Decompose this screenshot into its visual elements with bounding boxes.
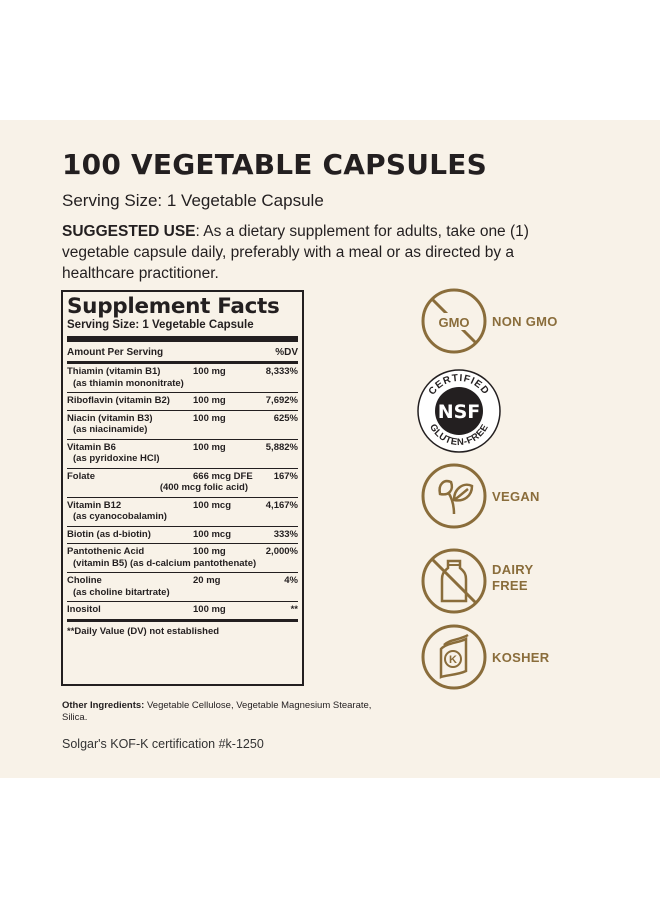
nutrient-source: (as niacinamide) <box>73 424 148 435</box>
nsf-center-text: NSF <box>438 401 481 423</box>
nutrient-source: (as cyanocobalamin) <box>73 511 167 522</box>
nutrient-amount: 100 mcg <box>193 528 232 540</box>
nutrient-name: Vitamin B12 <box>67 499 122 511</box>
facts-row: Choline 20 mg 4% (as choline bitartrate) <box>67 573 298 602</box>
facts-header-row: Amount Per Serving %DV <box>67 342 298 364</box>
nutrient-dv: 167% <box>273 470 298 482</box>
nutrient-source: (as pyridoxine HCl) <box>73 453 160 464</box>
non-gmo-label: NON GMO <box>492 314 558 329</box>
kosher-icon: K <box>418 621 490 698</box>
facts-row: Pantothenic Acid 100 mg 2,000% (vitamin B5)… <box>67 544 298 573</box>
other-ingredients: Other Ingredients: Vegetable Cellulose, … <box>62 700 372 724</box>
nutrient-amount: 666 mcg DFE <box>193 470 253 482</box>
nutrient-dv: 4,167% <box>265 499 298 511</box>
non-gmo-icon: GMO <box>418 285 490 362</box>
dairy-free-label-line1: DAIRY <box>492 562 534 577</box>
facts-row: Niacin (vitamin B3) 100 mg 625% (as niacina… <box>67 411 298 440</box>
nutrient-dv: 5,882% <box>265 441 298 453</box>
nutrient-amount: 100 mg <box>193 395 226 406</box>
suggested-use-text: : As a dietary supplement for adults, ta… <box>62 223 529 282</box>
nutrient-amount: 20 mg <box>193 575 221 586</box>
kosher-label: KOSHER <box>492 650 550 665</box>
dairy-free-label-line2: FREE <box>492 578 528 593</box>
other-ingredients-text: Vegetable Cellulose, Vegetable Magnesium… <box>62 700 372 723</box>
nutrient-name: Choline <box>67 575 102 586</box>
suggested-use: SUGGESTED USE: As a dietary supplement f… <box>62 221 562 284</box>
vegan-leaf-icon <box>418 460 490 537</box>
nutrient-name: Niacin (vitamin B3) <box>67 412 153 424</box>
nutrient-dv: ** <box>290 604 298 615</box>
supplement-facts-panel: Supplement Facts Serving Size: 1 Vegetab… <box>61 290 304 686</box>
facts-row: Folate 666 mcg DFE 167% (400 mcg folic acid… <box>67 469 298 498</box>
nutrient-amount: 100 mg <box>193 604 226 615</box>
amount-header: Amount Per Serving <box>67 347 164 358</box>
facts-heading: Supplement Facts <box>67 294 280 319</box>
nutrient-name: Folate <box>67 470 95 482</box>
nutrient-dv: 2,000% <box>265 546 298 557</box>
dairy-free-label: DAIRY FREE <box>492 562 533 594</box>
facts-row: Riboflavin (vitamin B2) 100 mg 7,692% <box>67 393 298 411</box>
nutrient-source: (as choline bitartrate) <box>73 586 170 598</box>
nutrient-name: Riboflavin (vitamin B2) <box>67 395 170 406</box>
gmo-icon-text: GMO <box>438 315 469 330</box>
facts-row: Inositol 100 mg ** <box>67 602 298 622</box>
other-ingredients-label: Other Ingredients: <box>62 700 145 711</box>
nutrient-dv: 4% <box>284 575 298 586</box>
nutrient-amount: 100 mg <box>193 412 226 424</box>
nutrient-name: Thiamin (vitamin B1) <box>67 366 161 377</box>
facts-row: Biotin (as d-biotin) 100 mcg 333% <box>67 527 298 544</box>
facts-rows: Thiamin (vitamin B1) 100 mg 8,333% (as thia… <box>67 364 298 622</box>
nutrient-name: Vitamin B6 <box>67 441 116 453</box>
nutrient-source: (400 mcg folic acid) <box>159 482 248 493</box>
nutrient-name: Inositol <box>67 604 101 615</box>
certification-note: Solgar's KOF-K certification #k-1250 <box>62 737 264 751</box>
facts-row: Vitamin B6 100 mg 5,882% (as pyridoxine HCl… <box>67 440 298 469</box>
nsf-gluten-free-icon: CERTIFIED GLUTEN-FREE NSF <box>416 368 502 459</box>
facts-row: Thiamin (vitamin B1) 100 mg 8,333% (as thia… <box>67 364 298 393</box>
dv-header: %DV <box>275 347 298 358</box>
page-title: 100 VEGETABLE CAPSULES <box>62 148 487 181</box>
facts-footnote: **Daily Value (DV) not established <box>67 625 220 637</box>
vegan-label: VEGAN <box>492 489 540 504</box>
nutrient-dv: 7,692% <box>265 395 298 406</box>
nutrient-dv: 8,333% <box>265 366 298 377</box>
kosher-icon-text: K <box>449 654 457 666</box>
nutrient-dv: 333% <box>273 528 298 540</box>
nutrient-amount: 100 mcg <box>193 499 232 511</box>
facts-serving-size: Serving Size: 1 Vegetable Capsule <box>67 319 298 342</box>
nutrient-amount: 100 mg <box>193 546 226 557</box>
dairy-free-icon <box>418 545 490 622</box>
facts-row: Vitamin B12 100 mcg 4,167% (as cyanocobalam… <box>67 498 298 527</box>
nutrient-dv: 625% <box>273 412 298 424</box>
serving-size: Serving Size: 1 Vegetable Capsule <box>62 191 324 210</box>
nutrient-source: (as thiamin mononitrate) <box>73 377 184 389</box>
nutrient-amount: 100 mg <box>193 366 226 377</box>
nutrient-name: Biotin (as d-biotin) <box>67 528 151 540</box>
nutrient-source: (vitamin B5) (as d-calcium pantothenate) <box>73 557 257 569</box>
nutrient-amount: 100 mg <box>193 441 226 453</box>
suggested-use-label: SUGGESTED USE <box>62 223 196 240</box>
nutrient-name: Pantothenic Acid <box>67 546 145 557</box>
